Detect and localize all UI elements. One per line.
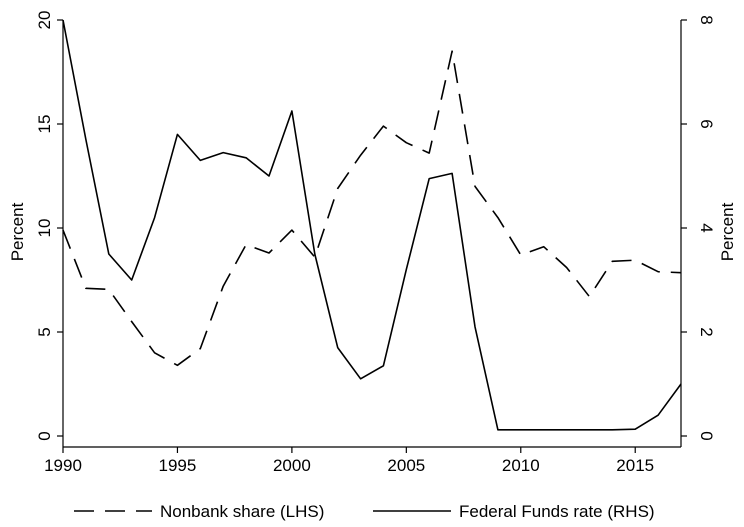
right-y-axis-label: Percent	[718, 202, 737, 261]
left-y-tick-label: 5	[35, 327, 54, 336]
x-tick-label: 2000	[273, 456, 311, 475]
x-tick-label: 1990	[44, 456, 82, 475]
x-tick-label: 1995	[159, 456, 197, 475]
right-y-tick-label: 0	[697, 431, 716, 440]
y-axis-labels: Percent Percent	[8, 202, 737, 261]
left-y-tick-label: 10	[35, 219, 54, 238]
chart-legend: Nonbank share (LHS) Federal Funds rate (…	[74, 502, 655, 521]
legend-label-nonbank-share: Nonbank share (LHS)	[160, 502, 324, 521]
legend-label-federal-funds-rate: Federal Funds rate (RHS)	[459, 502, 655, 521]
left-y-tick-label: 15	[35, 115, 54, 134]
left-y-tick-label: 20	[35, 11, 54, 30]
right-y-tick-label: 8	[697, 15, 716, 24]
series-line-federal-funds-rate	[62, 19, 682, 431]
left-y-tick-label: 0	[35, 431, 54, 440]
right-y-tick-label: 6	[697, 119, 716, 128]
left-y-axis-label: Percent	[8, 202, 27, 261]
x-tick-label: 2015	[616, 456, 654, 475]
right-y-tick-label: 4	[697, 223, 716, 232]
x-tick-label: 2010	[502, 456, 540, 475]
right-y-tick-label: 2	[697, 327, 716, 336]
chart-series	[62, 19, 682, 431]
series-line-nonbank-share	[62, 50, 682, 367]
x-tick-label: 2005	[387, 456, 425, 475]
chart-axes: 0 5 10 15 20 0 2 4 6 8 1990 1995 2000 2005 2010 2015	[35, 11, 716, 475]
